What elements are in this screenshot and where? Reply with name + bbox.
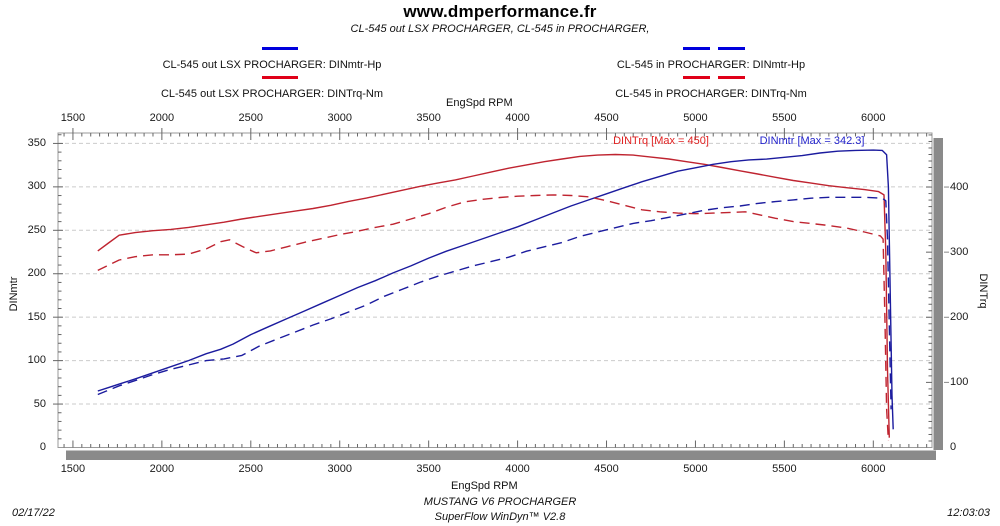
legend-swatch-in-trq: [683, 76, 745, 79]
y-left-tick-label: 300: [27, 180, 46, 193]
x-tick-label-top: 2000: [149, 112, 175, 124]
curve-power-out: [97, 149, 894, 430]
page-title: www.dmperformance.fr: [403, 2, 597, 21]
x-tick-label-bottom: 6000: [861, 463, 886, 475]
x-tick-label-top: 5500: [772, 112, 797, 124]
report-subtitle: CL-545 out LSX PROCHARGER, CL-545 in PRO…: [350, 23, 650, 35]
curve-torque-in: [97, 194, 890, 442]
y-right-tick-label: 300: [950, 245, 969, 258]
y-right-tick-label: 400: [950, 180, 969, 193]
v-scrollbar-thumb[interactable]: [933, 138, 944, 450]
x-tick-label-bottom: 3000: [327, 463, 352, 475]
x-tick-label-bottom: 1500: [60, 463, 86, 475]
y-right-tick-label: 200: [950, 310, 969, 323]
y-left-tick-label: 100: [27, 354, 46, 367]
y-left-tick-label: 150: [27, 310, 46, 323]
x-tick-label-bottom: 5500: [772, 463, 797, 475]
y-left-tick-label: 50: [33, 397, 46, 410]
legend-label-out-trq: CL-545 out LSX PROCHARGER: DINTrq-Nm: [160, 88, 384, 100]
y-right-tick-label: 0: [950, 441, 957, 453]
curve-torque-out: [97, 153, 890, 438]
x-tick-label-top: 5000: [683, 112, 708, 124]
y-left-tick-label: 0: [39, 441, 46, 453]
h-scrollbar-thumb[interactable]: [66, 450, 936, 461]
report-date: 02/17/22: [12, 507, 55, 519]
x-tick-label-top: 4500: [594, 112, 619, 124]
legend-label-in-trq: CL-545 in PROCHARGER: DINTrq-Nm: [615, 88, 807, 100]
x-tick-label-bottom: 2500: [238, 463, 264, 475]
y-right-tick-label: 100: [950, 375, 969, 388]
x-tick-label-bottom: 4000: [505, 463, 530, 475]
power-max-annotation: DINmtr [Max = 342.3]: [759, 135, 865, 147]
y-left-tick-label: 200: [27, 267, 46, 280]
x-tick-label-top: 1500: [60, 112, 86, 124]
plot-border: [57, 132, 933, 448]
legend-swatch-out-trq: [262, 76, 298, 79]
legend-swatch-in-hp: [683, 47, 745, 50]
x-tick-label-bottom: 5000: [683, 463, 708, 475]
x-tick-label-top: 4000: [505, 112, 530, 124]
x-tick-label-bottom: 2000: [149, 463, 175, 475]
torque-max-annotation: DINTrq [Max = 450]: [613, 135, 709, 147]
curve-power-in: [97, 196, 892, 410]
x-axis-label-bottom: EngSpd RPM: [451, 480, 518, 492]
x-tick-label-bottom: 4500: [594, 463, 619, 475]
x-axis-label-top: EngSpd RPM: [446, 97, 513, 109]
legend-swatch-out-hp: [262, 47, 298, 50]
x-tick-label-top: 6000: [861, 112, 886, 124]
x-tick-label-top: 2500: [238, 112, 264, 124]
y-left-tick-label: 350: [27, 136, 46, 149]
legend-label-in-hp: CL-545 in PROCHARGER: DINmtr-Hp: [616, 59, 806, 71]
vehicle-name: MUSTANG V6 PROCHARGER: [423, 496, 577, 508]
x-tick-label-bottom: 3500: [416, 463, 441, 475]
legend-label-out-hp: CL-545 out LSX PROCHARGER: DINmtr-Hp: [162, 59, 382, 71]
y-left-tick-label: 250: [27, 223, 46, 236]
report-time: 12:03:03: [947, 507, 990, 519]
software-version: SuperFlow WinDyn™ V2.8: [434, 511, 566, 523]
x-tick-label-top: 3000: [327, 112, 352, 124]
x-tick-label-top: 3500: [416, 112, 441, 124]
